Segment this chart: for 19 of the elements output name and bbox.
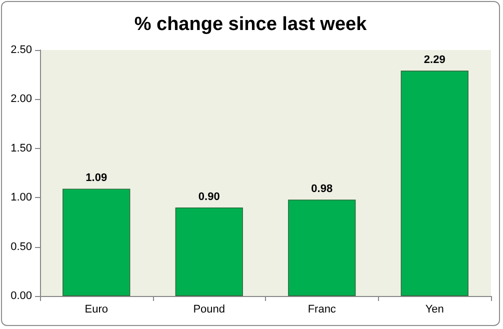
x-tick-label: Franc [308, 304, 336, 316]
data-label: 2.29 [424, 54, 446, 66]
bar [62, 188, 130, 296]
data-label: 0.98 [311, 183, 333, 196]
y-tick-label: 2.50 [10, 44, 32, 56]
data-label: 1.09 [86, 172, 108, 184]
data-label: 0.90 [198, 190, 220, 203]
y-tick-label: 0.50 [10, 240, 32, 253]
y-tick-label: 0.00 [10, 290, 32, 302]
chart-title: % change since last week [134, 14, 368, 35]
bar [288, 200, 356, 296]
x-tick-label: Yen [425, 304, 444, 316]
y-tick-label: 2.00 [10, 93, 32, 106]
x-tick-label: Pound [193, 304, 226, 316]
x-tick-label: Euro [84, 304, 108, 316]
y-tick-label: 1.50 [10, 142, 32, 154]
bar [400, 70, 468, 296]
y-tick-label: 1.00 [10, 192, 32, 204]
bar [175, 207, 243, 296]
